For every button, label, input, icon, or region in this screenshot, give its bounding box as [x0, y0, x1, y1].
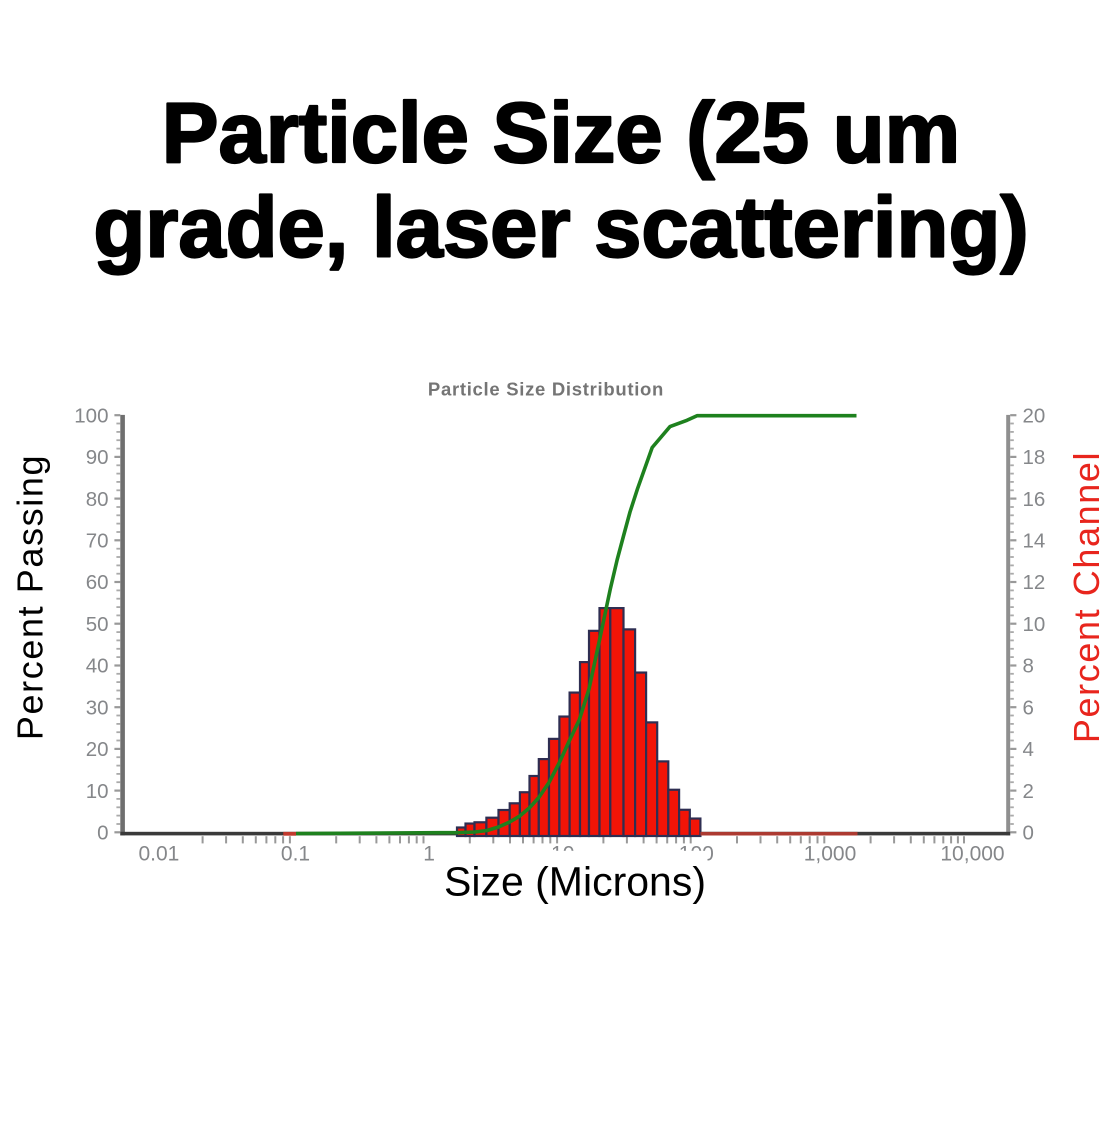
svg-text:10: 10	[86, 780, 109, 803]
svg-text:20: 20	[1023, 404, 1046, 427]
svg-text:6: 6	[1023, 696, 1034, 719]
svg-text:80: 80	[86, 488, 109, 511]
svg-text:90: 90	[86, 446, 109, 469]
svg-text:1,000: 1,000	[804, 843, 857, 866]
svg-text:16: 16	[1023, 488, 1046, 511]
svg-text:40: 40	[86, 655, 109, 678]
svg-text:70: 70	[86, 530, 109, 553]
svg-text:Percent Channel: Percent Channel	[1066, 451, 1107, 743]
svg-text:0.01: 0.01	[138, 843, 179, 866]
svg-text:0: 0	[97, 822, 108, 845]
svg-text:0.1: 0.1	[281, 843, 310, 866]
svg-text:50: 50	[86, 613, 109, 636]
svg-text:Size (Microns): Size (Microns)	[444, 859, 706, 905]
svg-text:2: 2	[1023, 780, 1034, 803]
svg-text:Particle Size (25 um: Particle Size (25 um	[162, 86, 960, 181]
svg-text:0: 0	[1023, 822, 1034, 845]
svg-text:12: 12	[1023, 571, 1046, 594]
svg-text:18: 18	[1023, 446, 1046, 469]
svg-text:100: 100	[74, 404, 108, 427]
svg-text:Percent Passing: Percent Passing	[10, 454, 51, 740]
svg-text:8: 8	[1023, 655, 1034, 678]
svg-text:60: 60	[86, 571, 109, 594]
svg-text:10,000: 10,000	[940, 843, 1004, 866]
svg-text:1: 1	[423, 843, 435, 866]
svg-text:30: 30	[86, 696, 109, 719]
svg-text:Particle Size Distribution: Particle Size Distribution	[428, 379, 664, 400]
svg-text:14: 14	[1023, 530, 1046, 553]
svg-text:10: 10	[1023, 613, 1046, 636]
svg-text:grade, laser scattering): grade, laser scattering)	[93, 181, 1028, 276]
svg-text:20: 20	[86, 738, 109, 761]
svg-text:4: 4	[1023, 738, 1034, 761]
